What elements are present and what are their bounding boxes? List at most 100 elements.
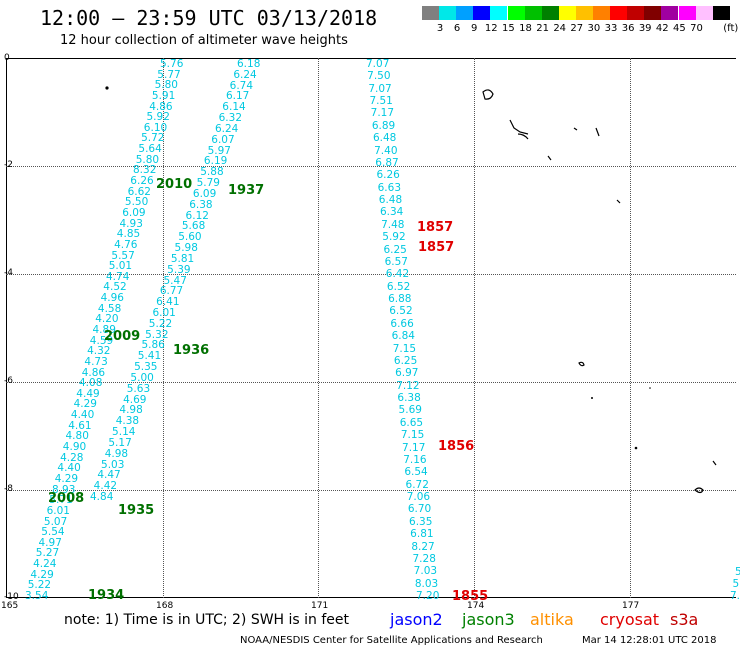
wave-height-value: 5.80 [135,153,160,166]
wave-height-value: 4.74 [106,270,130,283]
wave-height-value: 4.52 [103,281,127,294]
wave-height-value: 5.07 [43,515,68,528]
wave-height-value: 6.10 [143,121,168,134]
wave-height-value: 7.12 [396,379,420,392]
wave-height-value: 6.09 [122,206,146,219]
legend-label: 6 [453,23,461,34]
wave-height-value: 6.25 [393,354,418,367]
wave-height-value: 5.22 [148,317,173,330]
jason3-pass-time: 1937 [228,183,265,198]
wave-height-value: 6.07 [211,133,235,146]
wave-height-value: 6.19 [203,155,228,168]
wave-height-value: 5.47 [163,274,187,287]
wave-height-value: 5.76 [160,58,184,70]
wave-height-value: 4.73 [84,355,108,368]
wave-height-value: 6.52 [389,305,413,318]
wave-height-value: 5 [735,566,740,578]
jason3-pass-time: 2009 [104,329,141,344]
wave-height-value: 7.16 [403,453,427,466]
wave-height-value: 7.17 [402,441,426,454]
wave-height-value: 7.40 [374,144,398,157]
wave-height-value: 5.88 [200,166,224,179]
wave-height-value: 6.65 [399,416,424,429]
wave-height-value: 4.40 [70,409,95,422]
wave-height-value: 5.81 [170,252,195,265]
wave-height-value: 4.85 [116,228,141,241]
wave-height-value: 6.24 [233,68,257,81]
wave-height-value: 6.57 [384,255,408,268]
wave-height-value: 4.28 [60,451,84,464]
legend-label: 18 [519,23,532,34]
jason3-pass-time: 2010 [156,177,193,192]
wave-height-value: 5.63 [126,382,151,395]
grid-line-lat-4 [6,274,736,275]
wave-height-value: 8.32 [133,164,157,177]
grid-line-lon-168 [163,58,164,598]
wave-height-value: 5.86 [141,339,165,352]
wave-height-value: 5.60 [178,231,202,244]
legend-label: 39 [638,23,652,34]
wave-height-value: 4.29 [54,472,79,485]
wave-height-value: 4.98 [104,447,129,460]
wave-height-value: 4.90 [62,441,87,454]
jason3-pass-time: 1936 [173,343,210,358]
wave-height-value: 5.22 [27,579,52,592]
legend-swatch [439,6,457,20]
wave-height-value: 7.15 [400,429,425,442]
wave-height-value: 6.62 [127,185,151,198]
legend-swatch [422,6,439,20]
wave-height-value: 6.77 [159,285,184,298]
credit-line: NOAA/NESDIS Center for Satellite Applica… [240,635,543,646]
wave-height-value: 4.69 [123,393,147,406]
legend-label: 33 [604,23,618,34]
map-frame [6,58,736,598]
s3a-pass-time: 1855 [452,589,489,604]
wave-height-value: 4.42 [93,480,118,493]
wave-height-value: 7.50 [367,70,391,83]
legend-swatch [558,6,576,20]
legend-label: 3 [436,23,444,34]
wave-height-value: 5.14 [112,426,136,439]
jason3-pass-time: 1935 [118,503,155,518]
wave-height-value: 5.92 [382,231,406,244]
wave-height-value: 5.57 [111,249,135,262]
wave-height-value: 6.72 [405,478,429,491]
wave-height-value: 8.93 [52,483,76,496]
wave-height-value: 8.03 [414,577,439,590]
legend-swatch [712,6,730,20]
wave-height-value: 5.92 [146,111,170,124]
grid-line-lon-174 [474,58,475,598]
wave-height-value: 7.51 [369,95,393,108]
x-axis-label: 165 [1,601,19,611]
wave-height-value: 4.59 [89,334,114,347]
mission-label-jason3: jason3 [462,610,515,629]
wave-height-value: 6.26 [130,175,154,188]
grid-line-lon-171 [318,58,319,598]
x-axis-label: 177 [622,601,640,611]
wave-height-value: 6.12 [185,209,209,222]
generated-timestamp: Mar 14 12:28:01 UTC 2018 [582,635,717,646]
wave-height-value: 5.71 [49,494,73,507]
wave-height-value: 5.27 [35,547,60,560]
wave-height-value: 6.66 [390,317,414,330]
wave-height-value: 5.68 [181,220,206,233]
wave-height-value: 7.07 [366,58,390,70]
legend-label: 12 [484,23,498,34]
wave-height-value: 7.15 [392,342,417,355]
jason3-pass-time: 1934 [88,588,125,603]
wave-height-value: 4.38 [115,415,140,428]
grid-line-lon-177 [630,58,631,598]
wave-height-value: 6.25 [383,243,407,256]
wave-height-value: 7.17 [370,107,395,120]
wave-height-value: 4.49 [76,387,100,400]
legend-swatch [627,6,645,20]
wave-height-value: 5.72 [141,132,165,145]
y-axis-label: -6 [4,376,13,386]
x-axis-label: 171 [311,601,329,611]
s3a-pass-time: 1857 [417,220,454,235]
wave-height-value: 4.40 [57,462,81,475]
wave-height-value: 6.01 [152,306,176,319]
wave-height-value: 6.17 [225,90,250,103]
legend-swatch [593,6,610,20]
